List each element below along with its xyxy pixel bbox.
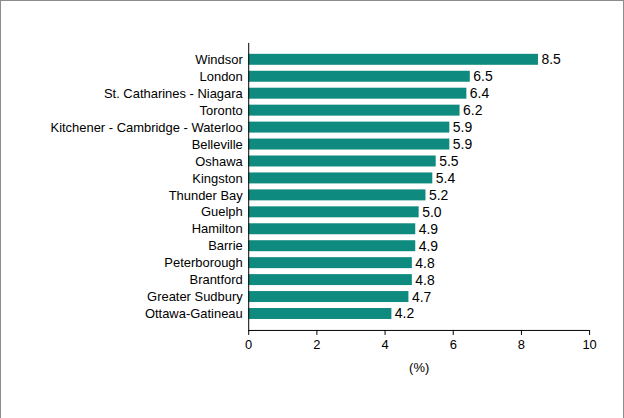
svg-text:5.2: 5.2 (429, 187, 449, 203)
svg-text:Greater Sudbury: Greater Sudbury (147, 289, 243, 304)
svg-text:Guelph: Guelph (201, 204, 243, 219)
svg-text:6.2: 6.2 (463, 102, 483, 118)
svg-text:4.8: 4.8 (415, 272, 435, 288)
svg-text:4.9: 4.9 (419, 221, 439, 237)
svg-text:Barrie: Barrie (208, 238, 243, 253)
svg-text:Brantford: Brantford (190, 272, 243, 287)
svg-text:London: London (200, 69, 243, 84)
svg-text:4.7: 4.7 (412, 289, 432, 305)
svg-text:5.9: 5.9 (453, 136, 473, 152)
svg-text:Kingston: Kingston (192, 171, 242, 186)
svg-text:Toronto: Toronto (200, 103, 243, 118)
svg-text:Oshawa: Oshawa (195, 154, 243, 169)
svg-text:5.0: 5.0 (422, 204, 442, 220)
svg-text:4.8: 4.8 (415, 255, 435, 271)
svg-text:St. Catharines - Niagara: St. Catharines - Niagara (104, 86, 244, 101)
svg-text:5.9: 5.9 (453, 119, 473, 135)
svg-text:Kitchener - Cambridge - Waterl: Kitchener - Cambridge - Waterloo (51, 120, 243, 135)
svg-text:6: 6 (450, 337, 457, 352)
svg-text:8: 8 (518, 337, 525, 352)
svg-text:Thunder Bay: Thunder Bay (169, 188, 244, 203)
svg-text:8.5: 8.5 (541, 51, 561, 67)
svg-text:10: 10 (582, 337, 596, 352)
svg-text:4.2: 4.2 (395, 305, 415, 321)
svg-text:Windsor: Windsor (195, 52, 243, 67)
svg-text:6.5: 6.5 (473, 68, 493, 84)
svg-text:0: 0 (245, 337, 252, 352)
svg-text:(%): (%) (409, 360, 429, 375)
svg-text:5.5: 5.5 (439, 153, 459, 169)
svg-text:Hamilton: Hamilton (192, 221, 243, 236)
svg-text:2: 2 (313, 337, 320, 352)
svg-text:6.4: 6.4 (470, 85, 490, 101)
svg-text:Ottawa-Gatineau: Ottawa-Gatineau (145, 306, 243, 321)
svg-text:Belleville: Belleville (192, 137, 243, 152)
svg-text:4.9: 4.9 (419, 238, 439, 254)
svg-text:4: 4 (381, 337, 388, 352)
svg-text:5.4: 5.4 (436, 170, 456, 186)
svg-text:Peterborough: Peterborough (164, 255, 242, 270)
